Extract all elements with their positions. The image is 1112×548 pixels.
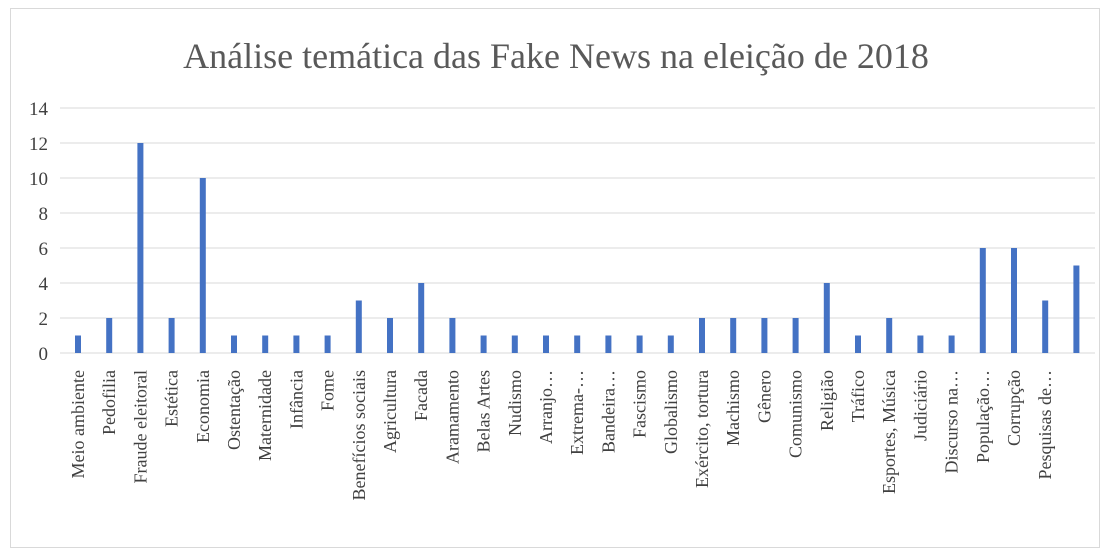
bar	[543, 335, 549, 353]
bar	[979, 248, 986, 353]
y-tick-label: 0	[39, 344, 49, 365]
x-tick-label: Aramamento	[442, 370, 462, 464]
x-tick-label: Corrupção	[1004, 370, 1024, 446]
bar	[262, 335, 269, 353]
y-tick-label: 6	[39, 239, 49, 260]
bar	[324, 335, 331, 353]
x-tick-label: Arranjo…	[536, 370, 556, 444]
x-tick-label: Pesquisas de…	[1035, 370, 1055, 480]
bar	[418, 283, 425, 353]
x-tick-label: Comunismo	[786, 370, 806, 458]
bar	[1073, 265, 1080, 353]
x-axis-labels: Meio ambiente Pedofilia Fraude eleitoral Es…	[68, 370, 1055, 500]
x-tick-label: Exército, tortura	[692, 370, 712, 488]
bar	[948, 335, 955, 353]
x-tick-label: Religião	[817, 370, 837, 431]
x-tick-label: Gênero	[754, 370, 774, 423]
bar	[293, 335, 300, 353]
bar	[199, 178, 206, 353]
x-tick-label: Judiciário	[910, 370, 930, 441]
bar	[106, 318, 113, 353]
bar	[667, 335, 674, 353]
bar	[137, 143, 144, 353]
chart-frame	[10, 8, 1100, 548]
bar	[855, 335, 861, 353]
y-axis-ticks: 0 2 4 6 8 10 12 14	[29, 99, 49, 365]
x-tick-label: Maternidade	[255, 370, 275, 461]
bar	[761, 318, 768, 353]
bar	[792, 318, 799, 353]
bar	[449, 318, 456, 353]
x-tick-label: Agricultura	[380, 370, 400, 453]
y-tick-label: 10	[29, 169, 48, 190]
bar	[886, 318, 893, 353]
x-tick-label: Infância	[286, 370, 306, 429]
x-tick-label: Fascismo	[630, 370, 650, 438]
bar	[387, 318, 393, 353]
bar	[1042, 300, 1049, 353]
chart-title: Análise temática das Fake News na eleiçã…	[183, 36, 929, 76]
x-tick-label: Machismo	[723, 370, 743, 446]
bar	[480, 335, 487, 353]
bar	[605, 335, 612, 353]
x-tick-label: Globalismo	[661, 370, 681, 454]
bar	[730, 318, 737, 353]
bar	[699, 318, 705, 353]
bar	[823, 283, 830, 353]
bar	[75, 335, 81, 353]
x-tick-label: Esportes, Música	[879, 370, 899, 494]
bars	[75, 143, 1080, 353]
x-tick-label: Economia	[193, 370, 213, 443]
x-tick-label: Discurso na…	[942, 370, 962, 473]
y-tick-label: 14	[29, 99, 49, 120]
bar	[1011, 248, 1017, 353]
x-tick-label: Facada	[411, 370, 431, 421]
bar	[917, 335, 924, 353]
bar	[231, 335, 237, 353]
x-tick-label: Belas Artes	[474, 370, 494, 453]
x-tick-label: Pedofilia	[99, 370, 119, 435]
x-tick-label: Benefícios sociais	[349, 370, 369, 500]
x-tick-label: Fraude eleitoral	[130, 370, 150, 483]
x-tick-label: Tráfico	[848, 370, 868, 422]
bar	[168, 318, 175, 353]
x-tick-label: Extrema-…	[567, 370, 587, 455]
y-tick-label: 8	[39, 204, 49, 225]
x-tick-label: Nudismo	[505, 370, 525, 436]
y-tick-label: 12	[29, 134, 48, 155]
bar	[511, 335, 518, 353]
bar	[636, 335, 643, 353]
x-tick-label: Ostentação	[224, 370, 244, 450]
y-tick-label: 4	[39, 274, 49, 295]
x-tick-label: Estética	[162, 370, 182, 427]
x-tick-label: Bandeira…	[598, 370, 618, 453]
bar	[355, 300, 362, 353]
gridlines	[60, 107, 1095, 354]
y-tick-label: 2	[39, 309, 49, 330]
bar	[574, 335, 581, 353]
x-tick-label: Meio ambiente	[68, 370, 88, 478]
x-tick-label: Fome	[318, 370, 338, 411]
x-tick-label: População…	[973, 370, 993, 463]
